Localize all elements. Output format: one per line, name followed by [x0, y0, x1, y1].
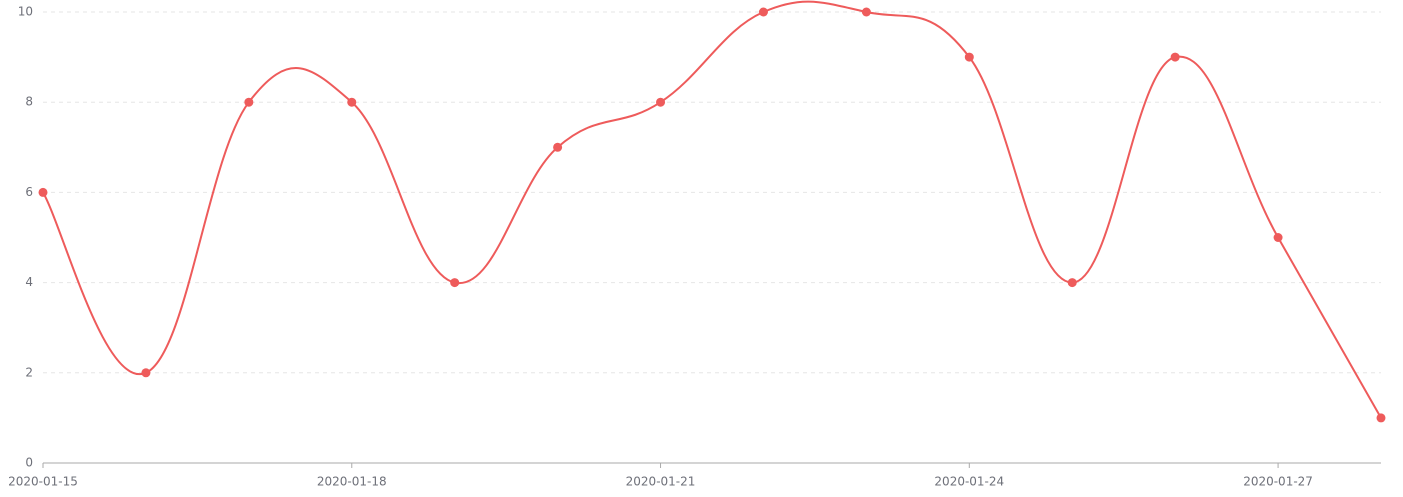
x-tick-label: 2020-01-27 — [1243, 475, 1313, 489]
x-tick-label: 2020-01-15 — [8, 475, 78, 489]
point — [450, 278, 460, 288]
point — [1067, 278, 1077, 288]
x-tick-label: 2020-01-24 — [934, 475, 1004, 489]
x-tick-label: 2020-01-21 — [626, 475, 696, 489]
point — [758, 7, 768, 17]
y-tick-label: 4 — [25, 275, 33, 289]
point — [964, 52, 974, 62]
y-tick-label: 8 — [25, 95, 33, 109]
point — [244, 97, 254, 107]
point — [1170, 52, 1180, 62]
point — [1273, 233, 1283, 242]
x-tick-label: 2020-01-18 — [317, 475, 387, 489]
y-tick-label: 10 — [18, 5, 33, 19]
point — [553, 142, 563, 152]
y-tick-label: 2 — [25, 365, 33, 379]
y-tick-label: 6 — [25, 185, 33, 199]
point — [141, 368, 151, 378]
y-tick-label: 0 — [25, 456, 33, 470]
line — [42, 0, 1382, 419]
point — [347, 97, 357, 107]
point — [656, 97, 666, 107]
point — [861, 7, 871, 17]
point — [38, 187, 48, 197]
point — [1376, 413, 1386, 423]
